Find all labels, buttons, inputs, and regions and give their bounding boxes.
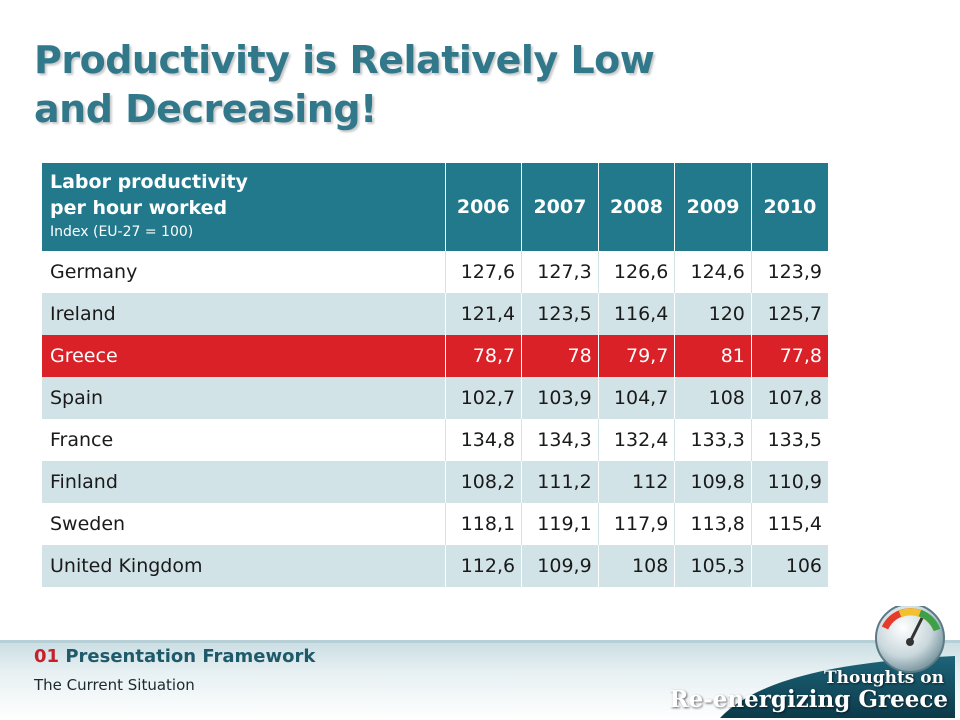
gauge-globe-icon (875, 606, 945, 673)
country-cell: Spain (42, 377, 446, 419)
value-cell: 102,7 (445, 377, 523, 419)
logo-swoosh (720, 656, 955, 718)
value-cell: 112,6 (445, 545, 523, 587)
header-label-line1: Labor productivity (50, 171, 248, 193)
logo-text-line2: Re-energizing Greece (669, 686, 949, 713)
table-row: Spain 102,7 103,9 104,7 108 107,8 (42, 377, 828, 419)
logo-text-line1: Thoughts on (824, 668, 944, 688)
value-cell: 106 (751, 545, 828, 587)
table-row: France 134,8 134,3 132,4 133,3 133,5 (42, 419, 828, 461)
value-cell: 108 (598, 545, 676, 587)
value-cell: 113,8 (674, 503, 752, 545)
value-cell: 81 (674, 335, 752, 377)
value-cell: 134,3 (521, 419, 599, 461)
slide-title-line2: and Decreasing! (34, 87, 377, 131)
value-cell: 79,7 (598, 335, 676, 377)
value-cell: 116,4 (598, 293, 676, 335)
table-row: Ireland 121,4 123,5 116,4 120 125,7 (42, 293, 828, 335)
slide-title: Productivity is Relatively Low and Decre… (34, 36, 774, 134)
section-heading: 01 Presentation Framework (34, 646, 315, 667)
productivity-table: Labor productivity per hour worked Index… (42, 163, 828, 587)
table-row: Germany 127,6 127,3 126,6 124,6 123,9 (42, 251, 828, 293)
value-cell: 115,4 (751, 503, 828, 545)
year-header: 2008 (598, 163, 676, 251)
value-cell: 107,8 (751, 377, 828, 419)
value-cell: 108,2 (445, 461, 523, 503)
value-cell: 124,6 (674, 251, 752, 293)
country-cell: Ireland (42, 293, 446, 335)
value-cell: 127,6 (445, 251, 523, 293)
footer-divider (0, 640, 960, 643)
value-cell: 78 (521, 335, 599, 377)
value-cell: 109,8 (674, 461, 752, 503)
value-cell: 134,8 (445, 419, 523, 461)
value-cell: 119,1 (521, 503, 599, 545)
slide-title-line1: Productivity is Relatively Low (34, 38, 655, 82)
year-header: 2009 (674, 163, 752, 251)
section-subtitle: The Current Situation (34, 676, 195, 694)
value-cell: 108 (674, 377, 752, 419)
value-cell: 123,9 (751, 251, 828, 293)
table-row: Finland 108,2 111,2 112 109,8 110,9 (42, 461, 828, 503)
country-cell: Germany (42, 251, 446, 293)
value-cell: 103,9 (521, 377, 599, 419)
value-cell: 104,7 (598, 377, 676, 419)
value-cell: 125,7 (751, 293, 828, 335)
table-row: United Kingdom 112,6 109,9 108 105,3 106 (42, 545, 828, 587)
value-cell: 120 (674, 293, 752, 335)
table-row: Sweden 118,1 119,1 117,9 113,8 115,4 (42, 503, 828, 545)
country-cell: Sweden (42, 503, 446, 545)
table-header-label: Labor productivity per hour worked Index… (42, 163, 446, 251)
year-header: 2007 (521, 163, 599, 251)
value-cell: 133,3 (674, 419, 752, 461)
country-cell: Finland (42, 461, 446, 503)
value-cell: 123,5 (521, 293, 599, 335)
header-sub-label: Index (EU-27 = 100) (50, 224, 194, 240)
country-cell: Greece (42, 335, 446, 377)
value-cell: 112 (598, 461, 676, 503)
value-cell: 110,9 (751, 461, 828, 503)
value-cell: 117,9 (598, 503, 676, 545)
value-cell: 109,9 (521, 545, 599, 587)
section-number: 01 (34, 646, 60, 667)
table-header-row: Labor productivity per hour worked Index… (42, 163, 828, 251)
value-cell: 78,7 (445, 335, 523, 377)
value-cell: 133,5 (751, 419, 828, 461)
logo-graphic (720, 606, 955, 718)
table-row-highlighted: Greece 78,7 78 79,7 81 77,8 (42, 335, 828, 377)
value-cell: 118,1 (445, 503, 523, 545)
value-cell: 77,8 (751, 335, 828, 377)
value-cell: 126,6 (598, 251, 676, 293)
country-cell: France (42, 419, 446, 461)
year-header: 2006 (445, 163, 523, 251)
value-cell: 127,3 (521, 251, 599, 293)
country-cell: United Kingdom (42, 545, 446, 587)
value-cell: 132,4 (598, 419, 676, 461)
value-cell: 105,3 (674, 545, 752, 587)
section-title: Presentation Framework (65, 646, 316, 667)
value-cell: 121,4 (445, 293, 523, 335)
header-label-line2: per hour worked (50, 197, 228, 219)
year-header: 2010 (751, 163, 828, 251)
value-cell: 111,2 (521, 461, 599, 503)
